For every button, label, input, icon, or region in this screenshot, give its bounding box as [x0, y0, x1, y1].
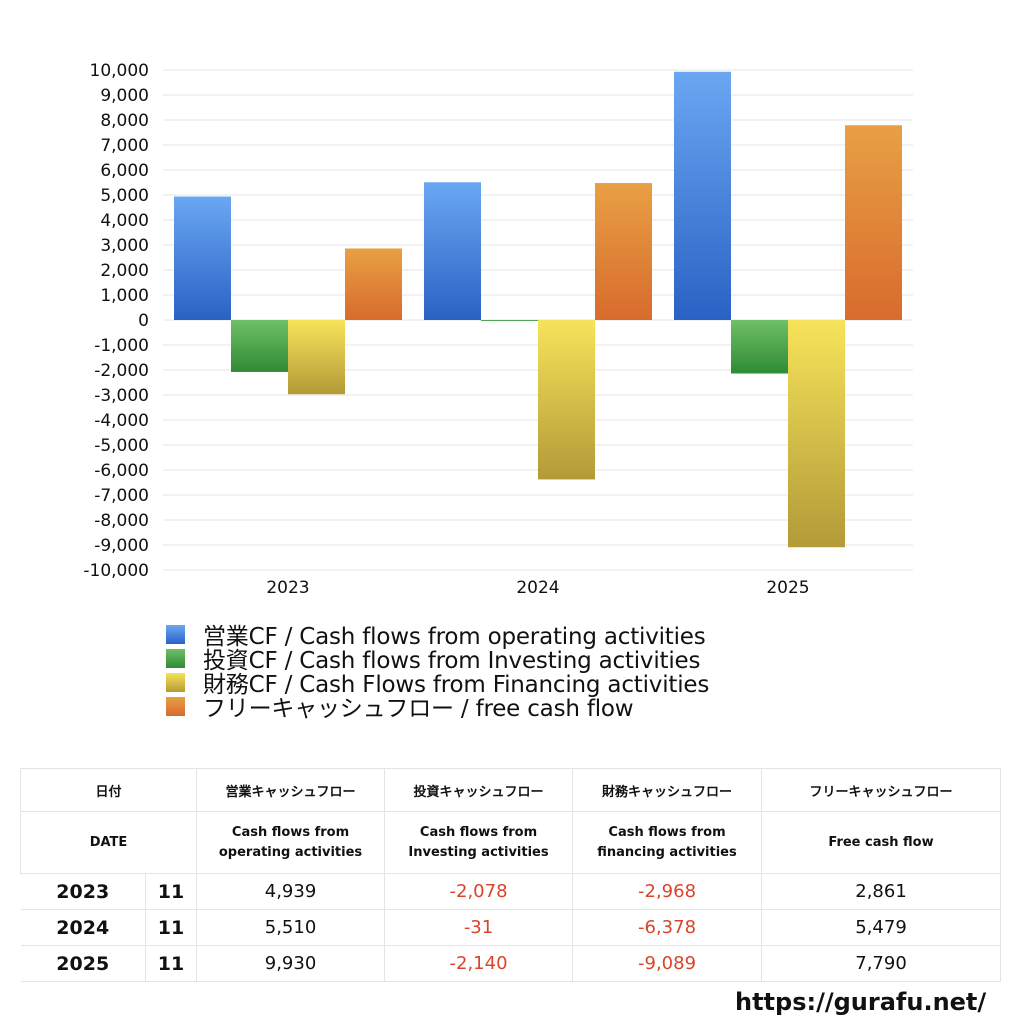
table-row: 2023 11 4,939 -2,078 -2,968 2,861 [20, 873, 1002, 910]
y-tick-label: -3,000 [94, 386, 149, 406]
bar-2023-series-1 [231, 320, 288, 372]
y-tick-label: 2,000 [100, 261, 149, 281]
header-date-jp: 日付 [19, 768, 198, 812]
row-month: 11 [144, 873, 198, 910]
row-month: 11 [144, 945, 198, 982]
cash-flow-table: 日付 営業キャッシュフロー 投資キャッシュフロー 財務キャッシュフロー フリーキ… [19, 768, 1002, 982]
y-tick-label: -8,000 [94, 511, 149, 531]
legend-item: 財務CF / Cash Flows from Financing activit… [166, 670, 709, 698]
row-operating: 4,939 [196, 873, 386, 910]
y-tick-label: -6,000 [94, 461, 149, 481]
y-tick-label: 6,000 [100, 161, 149, 181]
y-tick-label: -10,000 [83, 561, 149, 581]
bar-2023-series-3 [345, 248, 402, 320]
y-tick-label: -2,000 [94, 361, 149, 381]
legend-item: フリーキャッシュフロー / free cash flow [166, 694, 709, 722]
x-tick-label: 2023 [266, 578, 309, 598]
bar-2024-series-1 [481, 320, 538, 321]
y-tick-label: 1,000 [100, 286, 149, 306]
row-free: 7,790 [761, 945, 1002, 982]
table-header-en: DATE Cash flows from operating activities… [19, 811, 1002, 874]
y-tick-label: 8,000 [100, 111, 149, 131]
row-financing: -9,089 [572, 945, 763, 982]
legend-label: 財務CF / Cash Flows from Financing activit… [203, 672, 710, 698]
y-tick-label: -4,000 [94, 411, 149, 431]
site-url[interactable]: https://gurafu.net/ [735, 988, 987, 1016]
y-tick-label: 10,000 [90, 61, 149, 81]
legend-label: 営業CF / Cash flows from operating activit… [203, 624, 706, 650]
bar-2024-series-0 [424, 182, 481, 320]
row-investing: -31 [384, 909, 574, 946]
y-tick-label: 4,000 [100, 211, 149, 231]
header-financing-en: Cash flows from financing activities [572, 811, 763, 874]
row-year: 2024 [20, 909, 146, 946]
legend-label: フリーキャッシュフロー / free cash flow [203, 696, 634, 722]
row-free: 2,861 [761, 873, 1002, 910]
table-row: 2025 11 9,930 -2,140 -9,089 7,790 [20, 945, 1002, 982]
y-axis-ticks: -10,000 -9,000 -8,000 -7,000 -6,000 -5,000 -4,… [83, 61, 149, 581]
x-tick-label: 2024 [516, 578, 559, 598]
row-investing: -2,078 [384, 873, 574, 910]
row-financing: -2,968 [572, 873, 763, 910]
table-header-jp: 日付 営業キャッシュフロー 投資キャッシュフロー 財務キャッシュフロー フリーキ… [19, 768, 1002, 812]
row-operating: 5,510 [196, 909, 386, 946]
x-tick-label: 2025 [766, 578, 809, 598]
y-tick-label: 5,000 [100, 186, 149, 206]
y-tick-label: -5,000 [94, 436, 149, 456]
bars [174, 71, 902, 548]
legend-item: 営業CF / Cash flows from operating activit… [166, 622, 709, 650]
bar-2023-series-0 [174, 196, 231, 320]
bar-2024-series-2 [538, 320, 595, 480]
header-date-en: DATE [19, 811, 198, 874]
y-tick-label: -7,000 [94, 486, 149, 506]
bar-2024-series-3 [595, 183, 652, 320]
bar-2025-series-2 [788, 320, 845, 548]
legend-swatch [166, 624, 185, 644]
y-tick-label: -1,000 [94, 336, 149, 356]
row-financing: -6,378 [572, 909, 763, 946]
header-financing-jp: 財務キャッシュフロー [572, 768, 763, 812]
y-tick-label: 3,000 [100, 236, 149, 256]
bar-2025-series-1 [731, 320, 788, 374]
header-investing-jp: 投資キャッシュフロー [384, 768, 574, 812]
header-free-jp: フリーキャッシュフロー [761, 768, 1002, 812]
y-tick-label: 9,000 [100, 86, 149, 106]
legend-item: 投資CF / Cash flows from Investing activit… [166, 646, 709, 674]
row-year: 2025 [20, 945, 146, 982]
y-tick-label: 0 [138, 311, 149, 331]
y-tick-label: 7,000 [100, 136, 149, 156]
row-year: 2023 [20, 873, 146, 910]
legend-swatch [166, 672, 185, 692]
legend: 営業CF / Cash flows from operating activit… [166, 622, 709, 722]
bar-2025-series-3 [845, 125, 902, 320]
legend-label: 投資CF / Cash flows from Investing activit… [203, 648, 701, 674]
legend-swatch [166, 648, 185, 668]
table-row: 2024 11 5,510 -31 -6,378 5,479 [20, 909, 1002, 946]
header-free-en: Free cash flow [761, 811, 1002, 874]
header-investing-en: Cash flows from Investing activities [384, 811, 574, 874]
row-free: 5,479 [761, 909, 1002, 946]
x-axis-ticks: 2023 2024 2025 [266, 578, 809, 598]
bar-2023-series-2 [288, 320, 345, 395]
row-month: 11 [144, 909, 198, 946]
row-operating: 9,930 [196, 945, 386, 982]
header-operating-jp: 営業キャッシュフロー [196, 768, 386, 812]
cash-flow-chart: -10,000 -9,000 -8,000 -7,000 -6,000 -5,000 -4,… [83, 61, 913, 598]
legend-swatch [166, 696, 185, 716]
header-operating-en: Cash flows from operating activities [196, 811, 386, 874]
y-tick-label: -9,000 [94, 536, 149, 556]
bar-2025-series-0 [674, 71, 731, 320]
row-investing: -2,140 [384, 945, 574, 982]
